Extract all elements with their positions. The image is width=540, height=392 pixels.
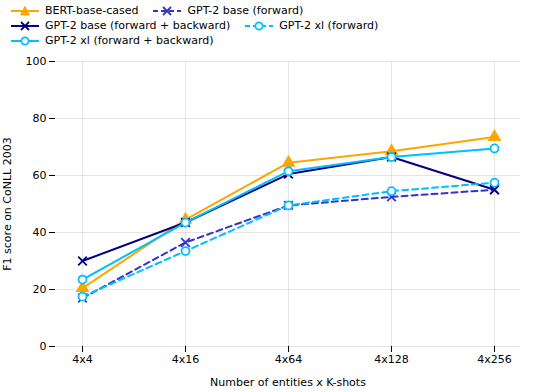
html-text:GPT-2 base (forward): GPT-2 base (forward) <box>187 4 304 17</box>
svg-text:80: 80 <box>33 112 47 125</box>
html-text:GPT-2 xl (forward + backward): GPT-2 xl (forward + backward) <box>45 34 214 47</box>
svg-text:0: 0 <box>40 340 47 353</box>
svg-text:Number of entities x K-shots: Number of entities x K-shots <box>210 376 366 389</box>
svg-text:4x4: 4x4 <box>72 353 93 366</box>
svg-text:4x128: 4x128 <box>374 353 409 366</box>
html-text:BERT-base-cased: BERT-base-cased <box>45 4 139 17</box>
html-text:GPT-2 base (forward + backward: GPT-2 base (forward + backward) <box>45 19 231 32</box>
svg-text:4x256: 4x256 <box>477 353 512 366</box>
svg-text:F1 score on CoNLL 2003: F1 score on CoNLL 2003 <box>1 137 14 270</box>
svg-text:20: 20 <box>33 283 47 296</box>
svg-text:100: 100 <box>26 55 47 68</box>
svg-text:60: 60 <box>33 169 47 182</box>
svg-text:40: 40 <box>33 226 47 239</box>
svg-text:4x16: 4x16 <box>172 353 200 366</box>
html-text:GPT-2 xl (forward): GPT-2 xl (forward) <box>279 19 379 32</box>
svg-text:4x64: 4x64 <box>275 353 303 366</box>
